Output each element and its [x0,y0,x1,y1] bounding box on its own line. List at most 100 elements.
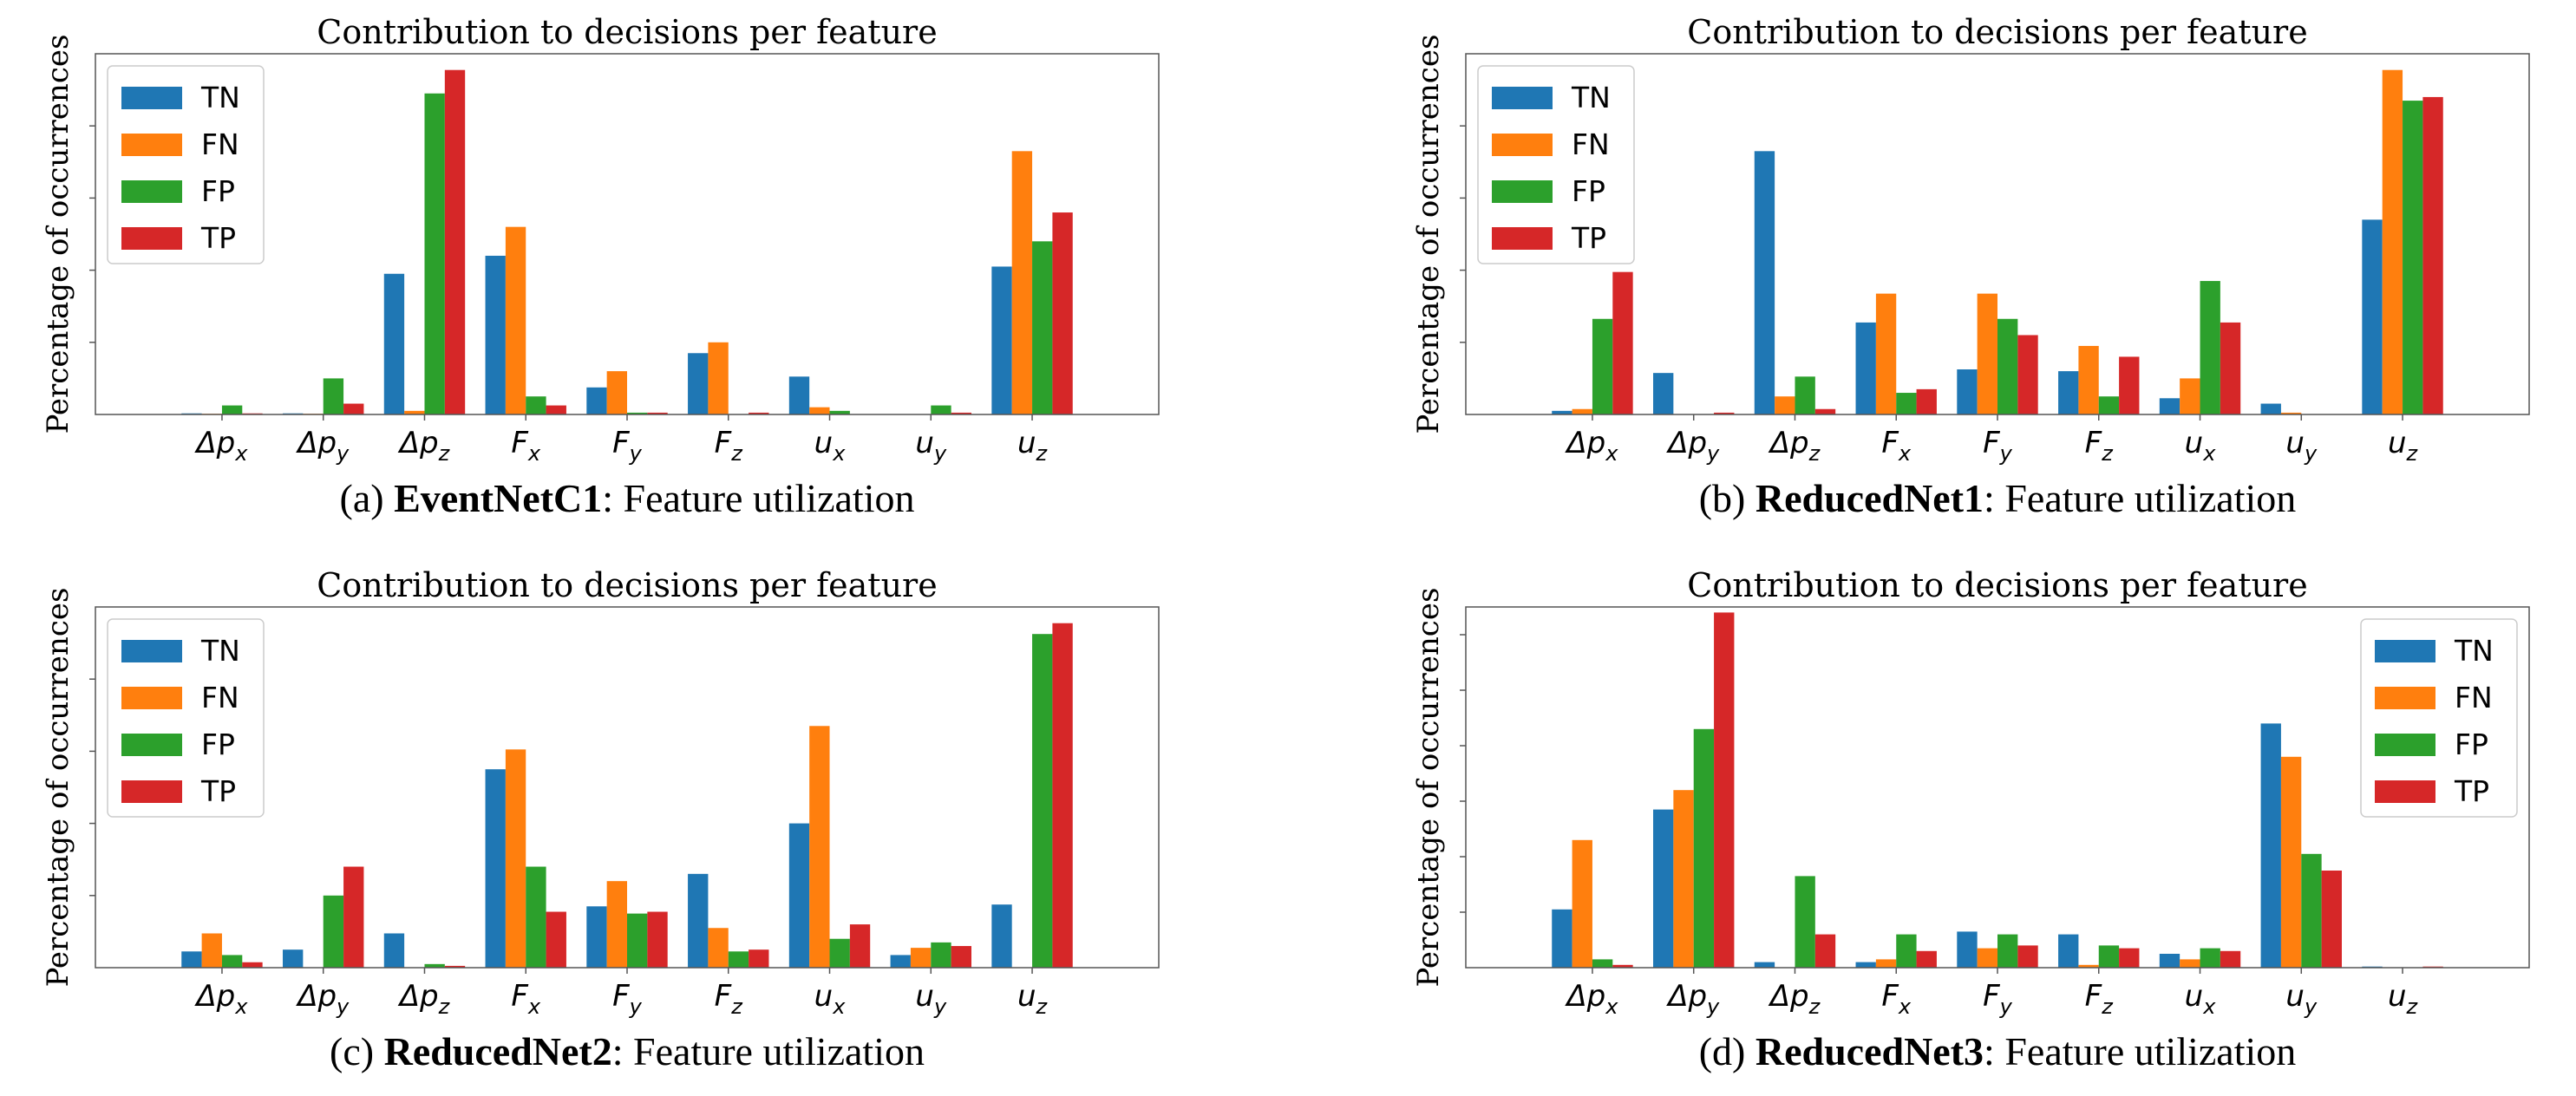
bar-fp-3 [424,93,445,414]
bar-tp-3 [1814,408,1836,414]
bar-fn-1 [1572,839,1592,968]
bar-fn-8 [2280,412,2302,414]
bar-tn-9 [991,266,1012,414]
bar-tp-7 [2220,322,2241,414]
bar-fn-3 [1775,396,1795,414]
y-axis-label: Percentage of occurrences [41,588,75,988]
bar-fn-6 [708,928,729,968]
x-tick-label: Fy [1983,426,2013,466]
legend-label-tp: TP [200,221,236,255]
bar-tn-8 [2260,403,2281,414]
chart-panel-4: Contribution to decisions per feature Per… [1411,566,2530,1073]
x-tick-label: Fx [1881,426,1912,466]
x-tick-label: Fy [612,979,643,1019]
legend-box [1477,65,1635,264]
x-tick-label: Fz [2085,426,2115,466]
bar-tn-6 [688,353,709,414]
x-tick-label: uy [915,979,947,1019]
bar-tp-8 [2321,871,2342,968]
bar-fp-1 [1592,959,1613,968]
bar-fp-2 [323,895,344,968]
bar-fn-6 [2078,345,2099,414]
bar-fn-4 [505,226,526,414]
bar-fp-4 [526,866,546,968]
legend: TN FN FP TP [107,618,265,818]
bar-fp-3 [424,963,445,968]
bar-tn-7 [788,823,810,968]
x-tick-label: uz [1017,426,1049,466]
bar-tn-5 [586,906,607,968]
legend-swatch-tp [121,780,182,803]
x-tick-label: Δpz [1768,979,1821,1019]
bar-fn-6 [708,342,729,414]
bar-tp-7 [2220,950,2241,968]
bar-tn-2 [1653,809,1674,968]
bar-fp-4 [1896,393,1917,414]
x-tick-label: Δpx [193,426,248,466]
bar-fn-5 [606,881,627,968]
x-tick-label: Δpz [1768,426,1821,466]
bar-tp-6 [2119,948,2140,968]
x-tick-label: Fx [1881,979,1912,1019]
legend: TN FN FP TP [2360,618,2518,818]
bar-tn-7 [2159,398,2180,414]
bar-tp-5 [2017,335,2038,414]
bar-fp-5 [1997,318,2018,414]
bar-tp-6 [749,949,769,968]
bar-fp-3 [1795,376,1815,414]
x-tick-label: Δpx [1564,979,1618,1019]
chart-panel-2: Contribution to decisions per feature Per… [1411,13,2530,520]
x-tick-label: ux [2185,426,2217,466]
x-tick-label: Δpy [1665,426,1720,466]
bar-tn-5 [586,387,607,414]
bar-tp-2 [343,866,364,968]
bar-tn-4 [1855,322,1876,414]
bar-tp-2 [343,403,364,414]
legend-swatch-tp [121,227,182,250]
bar-fp-9 [2403,101,2423,414]
bar-tn-7 [788,376,810,414]
bar-fn-8 [910,948,932,968]
bar-fp-8 [931,942,951,968]
bar-tn-8 [890,955,911,968]
bar-tp-3 [1814,934,1836,968]
bar-fp-1 [1592,318,1613,414]
bar-fp-7 [829,410,850,414]
bar-fp-1 [221,955,243,968]
x-tick-label: Fy [612,426,643,466]
legend: TN FN FP TP [1477,65,1635,264]
x-tick-label: uz [1017,979,1049,1019]
bar-fp-4 [526,396,546,414]
bar-tp-7 [849,924,871,968]
bar-tp-5 [2017,945,2038,968]
bar-tn-7 [2159,954,2180,968]
legend-label-fn: FN [201,681,239,714]
x-tick-label: ux [2185,979,2217,1019]
bar-fp-6 [728,951,749,968]
legend-swatch-fp [121,180,182,203]
bar-fn-7 [2180,959,2200,968]
x-tick-label: ux [814,979,847,1019]
legend-label-tn: TN [200,81,240,114]
bar-fp-6 [2098,396,2120,414]
bar-tp-5 [647,911,668,968]
legend-label-fp: FP [2455,727,2488,761]
bar-tn-3 [1754,962,1775,968]
legend-box [107,65,265,264]
bar-tn-3 [383,933,405,968]
legend-swatch-tn [2375,640,2435,662]
bar-tn-6 [2058,934,2079,968]
bar-fp-3 [1795,876,1815,968]
legend-swatch-fn [2375,687,2435,709]
bar-fp-5 [627,412,648,414]
legend-swatch-tn [121,87,182,109]
bar-fn-6 [2078,964,2099,968]
bar-fn-4 [1875,293,1897,414]
bar-fp-8 [2301,853,2322,968]
bar-fp-7 [2200,948,2220,968]
legend-swatch-fp [2375,734,2435,756]
x-tick-label: Fz [2085,979,2115,1019]
bar-tn-9 [2362,219,2383,414]
x-tick-label: uy [2285,979,2318,1019]
